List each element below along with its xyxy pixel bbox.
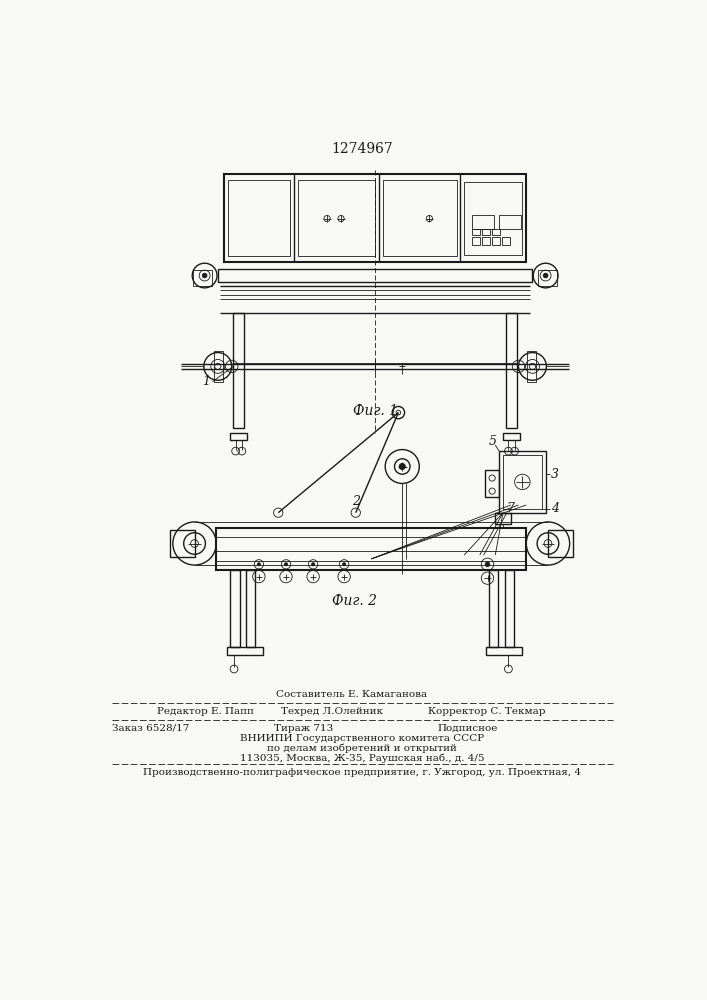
Text: Составитель Е. Камаганова: Составитель Е. Камаганова [276, 690, 428, 699]
Bar [489, 570, 498, 647]
Text: Тираж 713: Тираж 713 [274, 724, 334, 733]
Bar [482, 237, 490, 245]
Bar [472, 229, 480, 235]
Bar [216, 528, 526, 570]
Bar [214, 351, 223, 382]
Text: Заказ 6528/17: Заказ 6528/17 [112, 724, 189, 733]
Bar [548, 530, 573, 557]
Circle shape [343, 563, 346, 566]
Bar [503, 455, 542, 509]
Bar [170, 530, 194, 557]
Text: Корректор С. Текмар: Корректор С. Текмар [428, 707, 545, 716]
Bar [472, 237, 480, 245]
Text: Редактор Е. Папп: Редактор Е. Папп [156, 707, 253, 716]
Bar [499, 451, 546, 513]
Bar [230, 433, 247, 440]
Text: ВНИИПИ Государственного комитета СССР: ВНИИПИ Государственного комитета СССР [240, 734, 484, 743]
Bar [486, 647, 522, 655]
Bar [230, 570, 240, 647]
Bar [218, 269, 532, 282]
Bar [233, 312, 244, 428]
Text: Фиг. 2: Фиг. 2 [332, 594, 377, 608]
Bar [527, 351, 537, 382]
Bar [227, 647, 263, 655]
Text: 1: 1 [202, 375, 210, 388]
Text: 2: 2 [352, 495, 360, 508]
Bar [502, 237, 510, 245]
Circle shape [284, 563, 288, 566]
Bar [298, 180, 375, 256]
Bar [506, 312, 517, 428]
Bar [482, 229, 490, 235]
Bar [193, 270, 212, 286]
Bar [538, 270, 557, 286]
Circle shape [485, 562, 490, 567]
Circle shape [543, 273, 548, 278]
Text: Техред Л.Олейник: Техред Л.Олейник [281, 707, 382, 716]
Text: 1274967: 1274967 [331, 142, 393, 156]
Text: по делам изобретений и открытий: по делам изобретений и открытий [267, 744, 457, 753]
Text: 113035, Москва, Ж-35, Раушская наб., д. 4/5: 113035, Москва, Ж-35, Раушская наб., д. … [240, 754, 484, 763]
Bar [383, 180, 457, 256]
Text: 3: 3 [551, 468, 559, 481]
Text: 4: 4 [551, 502, 559, 515]
Bar [472, 215, 493, 229]
Bar [503, 433, 520, 440]
Circle shape [202, 273, 207, 278]
Bar [499, 215, 521, 229]
Bar [492, 229, 500, 235]
Text: Фиг. 1: Фиг. 1 [353, 404, 397, 418]
Text: 7: 7 [507, 502, 515, 515]
Bar [228, 180, 290, 256]
Circle shape [257, 563, 260, 566]
Bar [495, 513, 510, 524]
Text: Производственно-полиграфическое предприятие, г. Ужгород, ул. Проектная, 4: Производственно-полиграфическое предприя… [143, 768, 581, 777]
Bar [505, 570, 514, 647]
Circle shape [399, 463, 405, 470]
Bar [224, 174, 526, 262]
Circle shape [312, 563, 315, 566]
Text: Подписное: Подписное [437, 724, 498, 733]
Bar [492, 237, 500, 245]
Text: 5: 5 [489, 435, 497, 448]
Bar [246, 570, 255, 647]
Bar [485, 470, 499, 497]
Bar [464, 182, 522, 255]
